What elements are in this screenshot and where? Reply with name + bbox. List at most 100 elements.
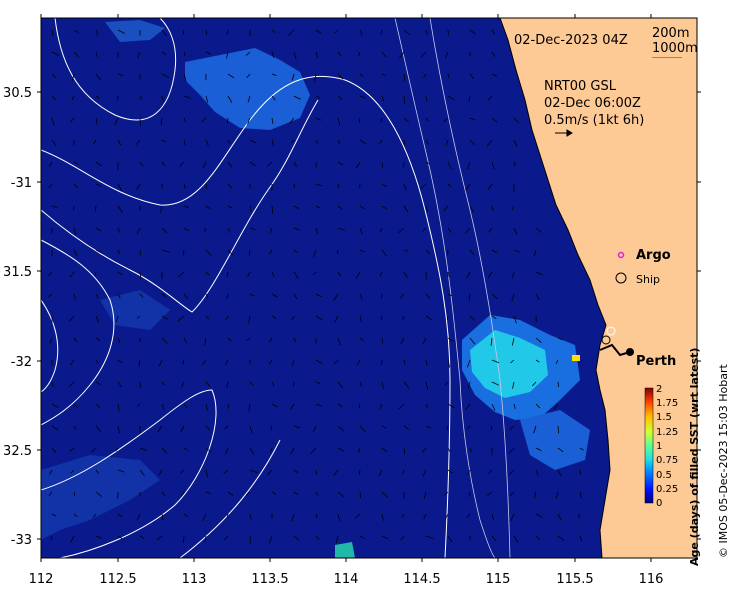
- current-vector: [95, 293, 99, 299]
- current-vector: [312, 271, 317, 275]
- current-vector: [359, 227, 363, 235]
- current-vector: [401, 513, 405, 518]
- current-vector: [512, 271, 515, 279]
- current-vector: [117, 535, 123, 539]
- current-vector: [381, 183, 387, 187]
- current-vector: [248, 315, 251, 324]
- current-vector: [403, 183, 407, 191]
- current-vector: [51, 205, 58, 209]
- current-vector: [447, 73, 450, 79]
- current-vector: [226, 51, 229, 59]
- current-vector: [183, 249, 185, 256]
- current-vector: [535, 403, 541, 409]
- current-vector: [94, 271, 97, 277]
- current-vector: [359, 205, 365, 210]
- current-vector: [249, 513, 252, 520]
- contour-line: [41, 75, 451, 558]
- current-vector: [315, 403, 323, 407]
- current-vector: [447, 337, 455, 342]
- current-vector: [268, 535, 273, 544]
- current-vector: [337, 271, 342, 277]
- current-vector: [267, 469, 273, 476]
- x-tick-label: 113.5: [251, 572, 288, 587]
- current-vector: [447, 447, 451, 453]
- current-vector: [227, 139, 231, 144]
- contour-line: [179, 439, 281, 558]
- current-vector: [403, 447, 405, 455]
- current-vector: [425, 535, 434, 539]
- current-vector: [314, 73, 317, 82]
- current-vector: [48, 183, 53, 189]
- current-vector: [579, 535, 583, 542]
- current-vector: [491, 359, 499, 364]
- current-vector: [379, 227, 383, 233]
- current-vector: [557, 513, 562, 520]
- current-vector: [117, 139, 122, 146]
- current-vector: [271, 51, 275, 58]
- coastline: [499, 18, 611, 558]
- current-vector: [248, 249, 251, 256]
- current-vector: [204, 535, 207, 543]
- current-vector: [357, 447, 361, 453]
- scale-arrow-icon: [555, 129, 573, 137]
- current-vector: [488, 469, 493, 474]
- current-vector: [315, 293, 322, 298]
- current-vector: [161, 403, 165, 410]
- current-vector: [532, 381, 537, 387]
- current-vector: [337, 403, 343, 408]
- current-vector: [51, 29, 54, 37]
- current-vector: [379, 139, 383, 144]
- current-vector: [381, 513, 384, 521]
- current-vector: [68, 381, 75, 388]
- current-vector: [226, 293, 229, 299]
- current-vector: [183, 337, 187, 344]
- current-vector: [359, 381, 362, 387]
- current-vector: [425, 293, 431, 299]
- current-vector: [447, 95, 455, 101]
- current-vector: [469, 117, 476, 121]
- current-vector: [553, 403, 559, 410]
- current-vector: [161, 513, 164, 521]
- current-vector: [95, 73, 102, 81]
- current-vector: [161, 491, 166, 496]
- current-vector: [359, 293, 363, 300]
- contour-legend-line: [652, 57, 682, 58]
- current-vector: [183, 403, 188, 408]
- current-vector: [205, 447, 212, 453]
- current-vector: [227, 161, 233, 168]
- current-vector: [381, 95, 384, 102]
- current-vector: [293, 535, 300, 541]
- current-vector: [95, 491, 102, 497]
- current-vector: [491, 381, 499, 386]
- current-vector: [315, 535, 320, 540]
- current-vector: [466, 271, 471, 279]
- current-vector: [423, 73, 427, 79]
- current-vector: [443, 205, 449, 212]
- current-vector: [356, 161, 361, 169]
- current-vector: [73, 403, 79, 409]
- current-vector: [249, 447, 254, 455]
- current-vector: [225, 315, 229, 321]
- current-vector: [73, 161, 79, 165]
- current-vector: [511, 293, 515, 302]
- current-vector: [379, 403, 383, 410]
- colorbar-tick: 1.75: [656, 398, 678, 409]
- current-vector: [73, 513, 78, 518]
- x-tick-label: 114.5: [403, 572, 440, 587]
- current-vector: [73, 29, 79, 33]
- current-vector: [315, 205, 321, 209]
- current-vector: [315, 381, 321, 385]
- isobath-1000m: [394, 18, 496, 558]
- current-vector: [161, 381, 165, 386]
- current-vector: [246, 73, 251, 79]
- current-vector: [447, 359, 451, 368]
- current-vector: [425, 161, 431, 165]
- sst-patch-southwest-2: [100, 290, 170, 330]
- current-vector: [136, 403, 141, 407]
- colorbar-tick: 1.25: [656, 427, 678, 438]
- current-vector: [557, 535, 565, 541]
- current-vector: [555, 359, 559, 364]
- current-vector: [337, 491, 344, 498]
- current-vector: [337, 513, 341, 521]
- current-vector: [291, 513, 295, 522]
